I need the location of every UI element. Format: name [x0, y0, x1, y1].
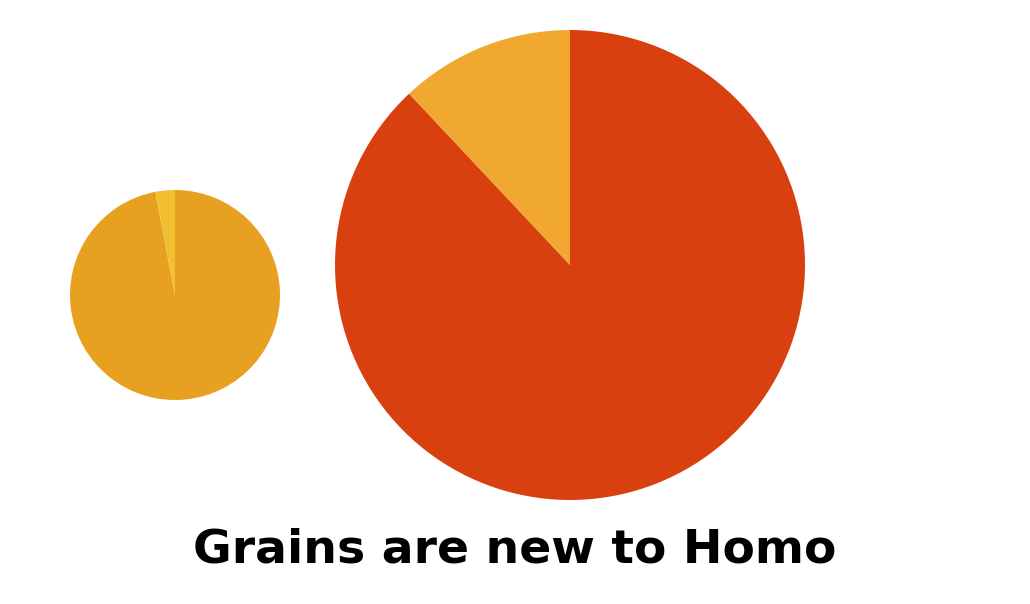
- Wedge shape: [335, 30, 805, 500]
- Text: Grains are new to Homo: Grains are new to Homo: [194, 527, 836, 572]
- Wedge shape: [409, 30, 570, 265]
- Wedge shape: [70, 190, 280, 400]
- Wedge shape: [156, 190, 175, 295]
